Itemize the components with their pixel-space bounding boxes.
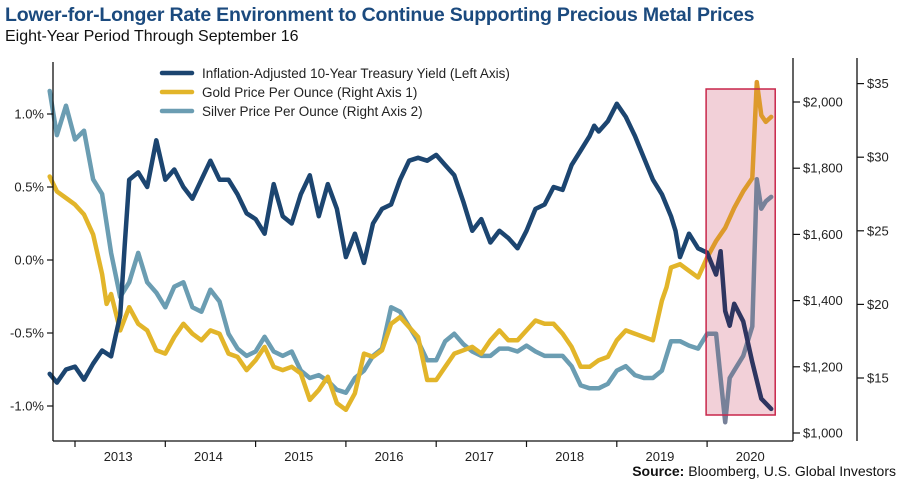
x-axis-tick-label: 2017 bbox=[465, 449, 494, 464]
x-axis-tick-label: 2019 bbox=[645, 449, 674, 464]
right-axis-2-tick-label: $20 bbox=[867, 297, 889, 312]
series-line-yield bbox=[47, 101, 707, 385]
chart-subtitle: Eight-Year Period Through September 16 bbox=[5, 28, 299, 45]
right-axis-2-tick-label: $25 bbox=[867, 223, 889, 238]
left-axis-tick-label: 0.5% bbox=[14, 180, 44, 195]
x-axis-tick-label: 2020 bbox=[736, 449, 765, 464]
chart-title: Lower-for-Longer Rate Environment to Con… bbox=[5, 4, 755, 26]
legend-label-gold: Gold Price Per Ounce (Right Axis 1) bbox=[202, 85, 417, 100]
highlight-border bbox=[705, 88, 776, 416]
right-axis-1-tick-label: $1,600 bbox=[803, 227, 843, 242]
right-axis-1-tick-label: $1,400 bbox=[803, 293, 843, 308]
x-axis-tick-label: 2013 bbox=[104, 449, 133, 464]
right-axis-1-tick-label: $1,000 bbox=[803, 426, 843, 441]
left-axis-tick-label: -1.0% bbox=[10, 399, 44, 414]
right-axis-1-tick-label: $1,800 bbox=[803, 161, 843, 176]
right-axis-1-tick-label: $2,000 bbox=[803, 95, 843, 110]
series-line-silver bbox=[47, 88, 707, 395]
legend-label-silver: Silver Price Per Ounce (Right Axis 2) bbox=[202, 104, 423, 119]
series-line-gold bbox=[47, 174, 707, 413]
right-axis-2-tick-label: $30 bbox=[867, 150, 889, 165]
highlight-region bbox=[706, 89, 776, 415]
left-axis-tick-label: 1.0% bbox=[14, 107, 44, 122]
x-axis-tick-label: 2015 bbox=[284, 449, 313, 464]
right-axis-2-tick-label: $15 bbox=[867, 371, 889, 386]
source-text: Bloomberg, U.S. Global Investors bbox=[684, 463, 896, 479]
legend-label-yield: Inflation-Adjusted 10-Year Treasury Yiel… bbox=[202, 66, 510, 81]
source-note: Source: Bloomberg, U.S. Global Investors bbox=[632, 463, 896, 479]
x-axis-tick-label: 2014 bbox=[194, 449, 223, 464]
x-axis-tick-label: 2018 bbox=[555, 449, 584, 464]
x-axis-tick-label: 2016 bbox=[375, 449, 404, 464]
right-axis-2-tick-label: $35 bbox=[867, 76, 889, 91]
left-axis-tick-label: 0.0% bbox=[14, 253, 44, 268]
right-axis-1-tick-label: $1,200 bbox=[803, 359, 843, 374]
left-axis-tick-label: -0.5% bbox=[10, 326, 44, 341]
source-label: Source: bbox=[632, 463, 685, 479]
